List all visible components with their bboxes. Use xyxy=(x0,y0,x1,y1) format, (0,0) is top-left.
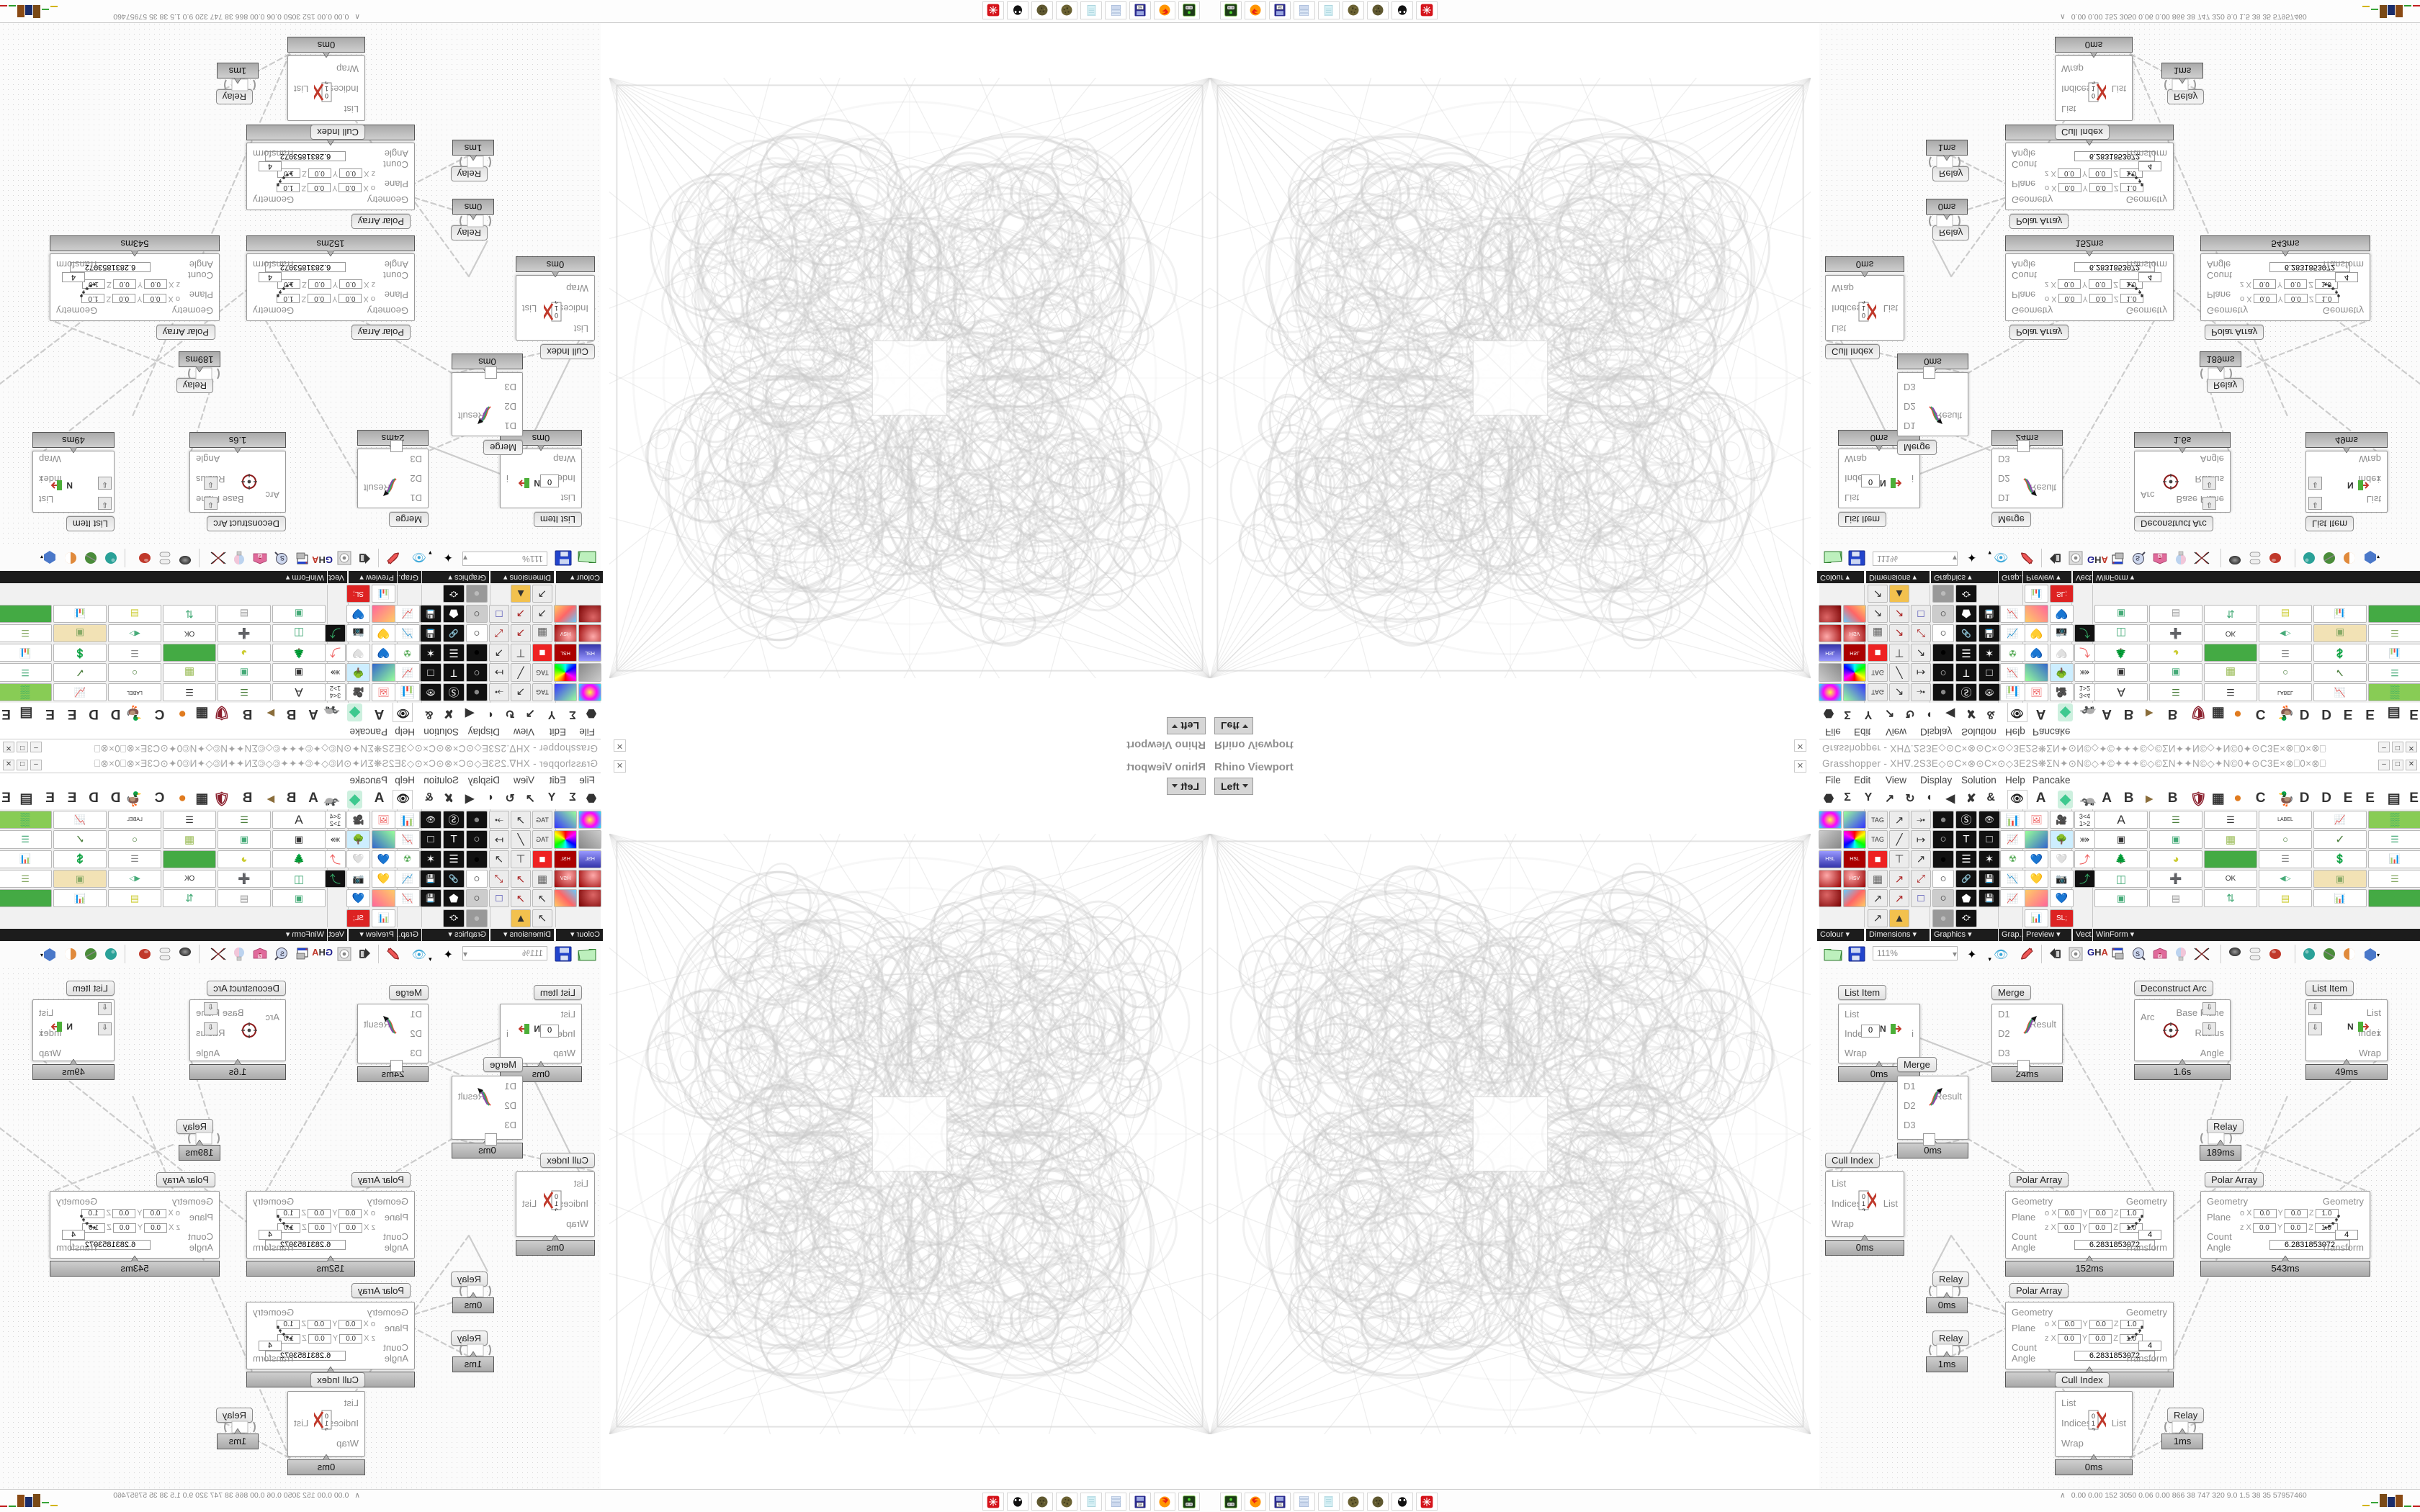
svg-text:2: 2 xyxy=(1862,301,1865,305)
svg-text:0: 0 xyxy=(1862,1193,1865,1200)
svg-text:1: 1 xyxy=(2092,1420,2095,1427)
svg-text:2: 2 xyxy=(1862,1207,1865,1211)
svg-text:2: 2 xyxy=(325,81,328,85)
svg-text:64: 64 xyxy=(1278,1503,1282,1507)
svg-text:64: 64 xyxy=(1138,1503,1142,1507)
svg-text:64: 64 xyxy=(1138,5,1142,9)
svg-text:S: S xyxy=(2136,950,2140,958)
svg-text:0: 0 xyxy=(2092,1413,2095,1420)
svg-text:?: ? xyxy=(259,953,261,958)
svg-text:2: 2 xyxy=(555,1207,558,1211)
svg-text:1: 1 xyxy=(325,1420,328,1427)
svg-text:0: 0 xyxy=(2092,92,2095,99)
svg-text:1: 1 xyxy=(555,1200,558,1207)
svg-text:64: 64 xyxy=(1278,5,1282,9)
svg-text:S: S xyxy=(280,554,284,562)
svg-text:1: 1 xyxy=(325,85,328,92)
svg-text:0: 0 xyxy=(325,1413,328,1420)
svg-text:2: 2 xyxy=(325,1427,328,1431)
svg-text:0: 0 xyxy=(325,92,328,99)
svg-text:2: 2 xyxy=(555,301,558,305)
svg-text:0: 0 xyxy=(555,312,558,319)
svg-text:?: ? xyxy=(259,554,261,559)
svg-text:1: 1 xyxy=(1862,1200,1865,1207)
svg-text:0: 0 xyxy=(1862,312,1865,319)
svg-text:?: ? xyxy=(2159,554,2161,559)
svg-text:S: S xyxy=(280,950,284,958)
svg-text:1: 1 xyxy=(2092,85,2095,92)
svg-text:2: 2 xyxy=(2092,1427,2095,1431)
svg-text:?: ? xyxy=(2159,953,2161,958)
svg-text:1: 1 xyxy=(1862,305,1865,312)
svg-text:1: 1 xyxy=(555,305,558,312)
svg-text:0: 0 xyxy=(555,1193,558,1200)
svg-text:2: 2 xyxy=(2092,81,2095,85)
svg-text:S: S xyxy=(2136,554,2140,562)
